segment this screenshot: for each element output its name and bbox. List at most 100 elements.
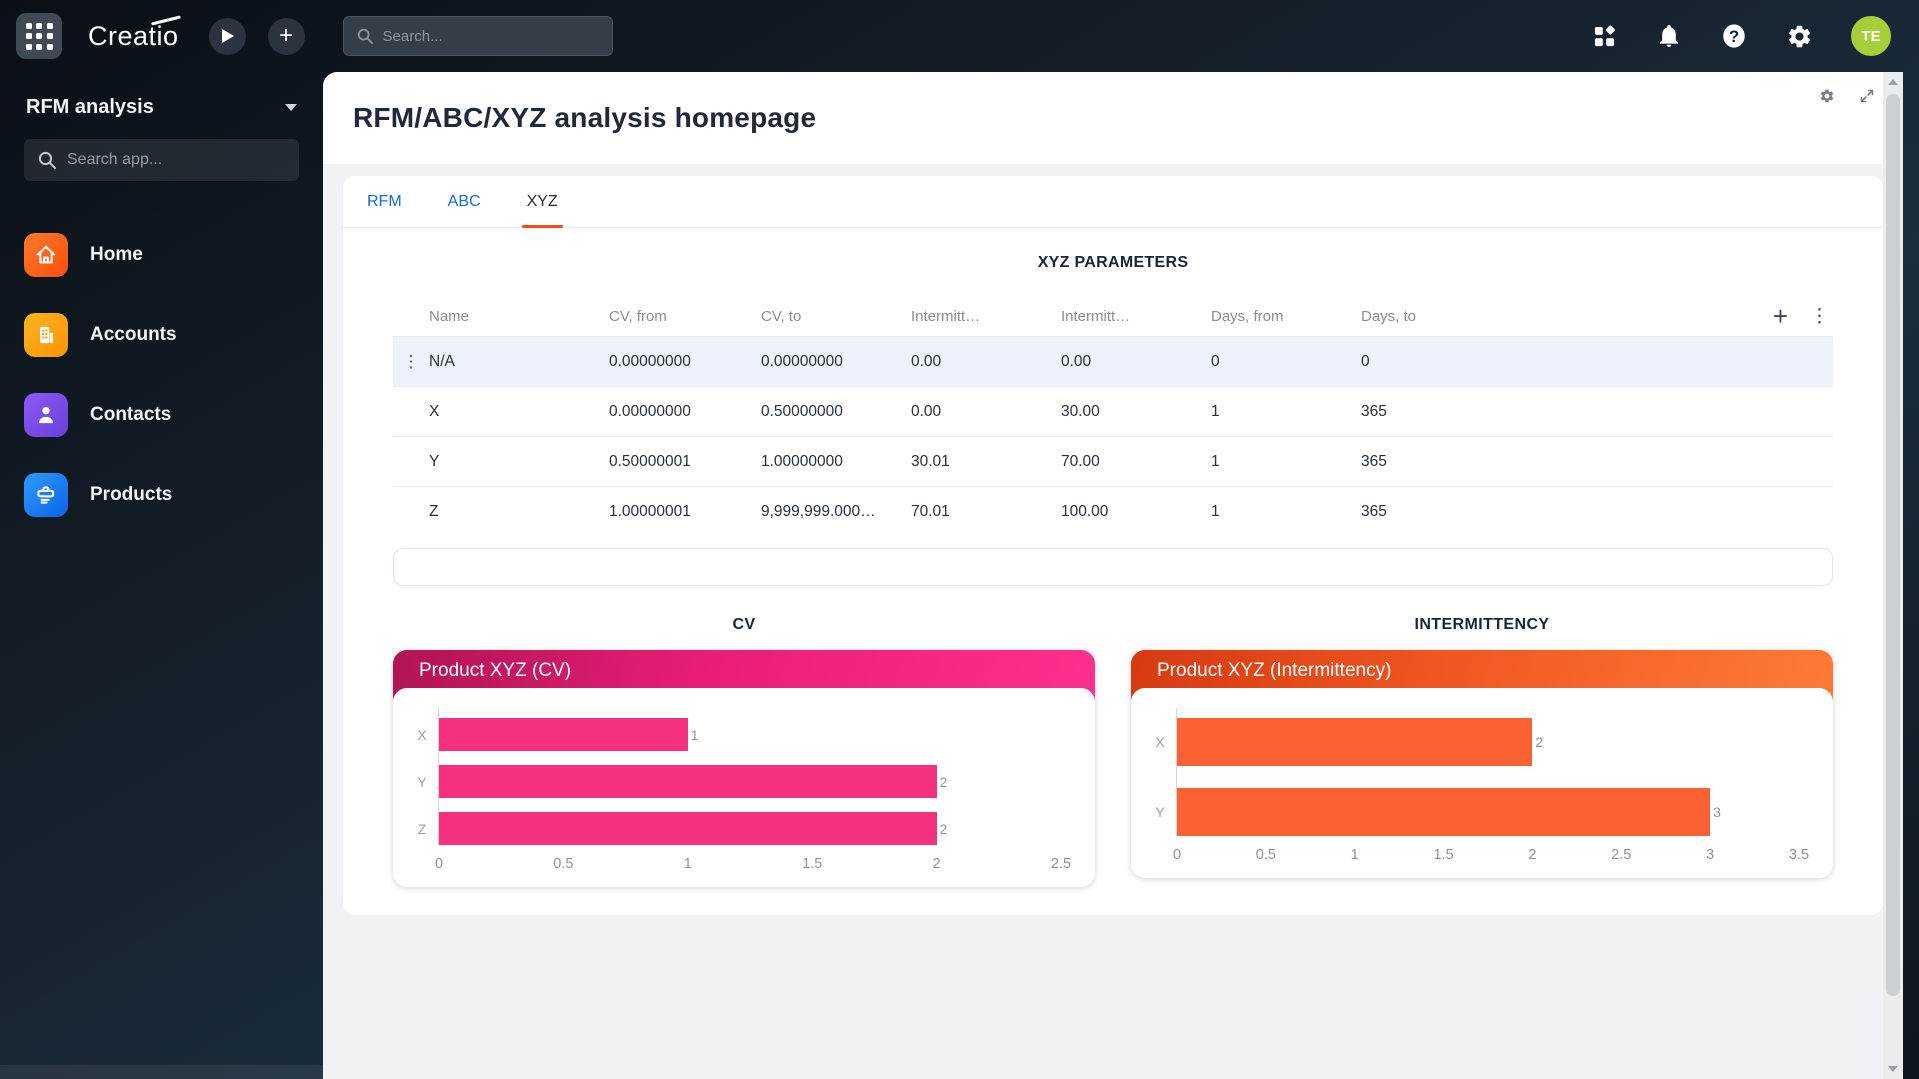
app-search-input[interactable] [67,151,267,169]
top-bar: Creatio + ? [0,0,1919,72]
column-header-intermittency-from[interactable]: Intermitt… [911,307,981,325]
bar[interactable] [1177,788,1711,836]
briefcase-icon [24,473,68,517]
cell-days-to: 0 [1361,352,1370,370]
cell-days-to: 365 [1361,402,1387,420]
scrollbar-thumb[interactable] [1886,94,1900,996]
table-row[interactable]: X 0.00000000 0.50000000 0.00 30.00 1 365 [393,386,1833,436]
x-tick-label: 2 [1528,847,1537,863]
column-header-days-to[interactable]: Days, to [1361,307,1417,325]
x-tick-label: 0 [434,856,444,872]
column-header-name[interactable]: Name [429,307,470,325]
sidebar-item-label: Accounts [90,324,177,345]
column-header-intermittency-to[interactable]: Intermitt… [1061,307,1131,325]
row-actions-handle-icon[interactable]: ⋮ [402,351,420,371]
settings-button[interactable] [1786,23,1813,50]
workplaces-button[interactable] [1591,23,1618,50]
x-tick-label: 0.5 [553,856,574,872]
column-header-days-from[interactable]: Days, from [1211,307,1284,325]
sidebar-item-home[interactable]: Home [24,233,299,277]
table-row[interactable]: ⋮ N/A 0.00000000 0.00000000 0.00 0.00 0 … [393,336,1833,386]
sidebar-item-label: Home [90,244,143,265]
tab-abc[interactable]: ABC [447,192,481,210]
expand-button[interactable] [1859,88,1875,104]
app-search[interactable] [24,139,299,181]
cell-name: X [429,402,440,420]
vertical-scrollbar[interactable] [1883,72,1903,1079]
main-content-card: RFM/ABC/XYZ analysis homepage RFM ABC XY… [323,72,1903,1079]
table-row[interactable]: Y 0.50000001 1.00000000 30.01 70.00 1 36… [393,436,1833,486]
taskbar-strip [0,1065,323,1079]
tab-bar: RFM ABC XYZ [343,176,1883,228]
cell-intermittency-to: 70.00 [1061,452,1100,470]
new-record-input-area[interactable] [393,548,1833,586]
category-label: X [1155,734,1165,750]
cell-cv-from: 1.00000001 [609,502,691,520]
sidebar-item-products[interactable]: Products [24,473,299,517]
grid-icon [25,22,53,50]
x-axis: 0 0.5 1 1.5 2 2.5 [435,849,1071,877]
cell-days-from: 0 [1211,352,1220,370]
bar-value-label: 2 [1535,734,1544,750]
sidebar-item-contacts[interactable]: Contacts [24,393,299,437]
question-icon: ? [1723,24,1745,48]
x-tick-label: 3 [1706,847,1715,863]
category-label: Y [1155,804,1165,820]
cell-intermittency-from: 0.00 [911,352,942,370]
table-row[interactable]: Z 1.00000001 9,999,999.000… 70.01 100.00… [393,486,1833,536]
bar[interactable] [1177,718,1533,766]
notifications-button[interactable] [1656,23,1682,49]
cell-cv-from: 0.50000001 [609,452,691,470]
column-header-cv-to[interactable]: CV, to [761,307,802,325]
global-search-input[interactable] [382,27,583,45]
chart-title: Product XYZ (Intermittency) [1157,660,1392,681]
scroll-up-arrow-icon[interactable] [1888,79,1898,85]
cell-days-to: 365 [1361,502,1387,520]
gear-icon [1820,89,1834,103]
bar[interactable] [439,718,688,751]
global-search[interactable] [342,16,613,56]
add-record-button[interactable]: + [1772,301,1788,331]
column-header-cv-from[interactable]: CV, from [609,307,667,325]
cell-intermittency-to: 100.00 [1061,502,1109,520]
cell-days-from: 1 [1211,402,1220,420]
cell-days-from: 1 [1211,452,1220,470]
cell-cv-to: 9,999,999.000… [761,502,876,520]
tab-rfm[interactable]: RFM [367,192,402,210]
run-process-button[interactable] [208,17,246,55]
page-settings-button[interactable] [1819,88,1835,104]
x-tick-label: 2.5 [1050,856,1072,872]
chart-title: Product XYZ (CV) [419,660,572,681]
scroll-down-arrow-icon[interactable] [1888,1066,1898,1072]
bar-value-label: 1 [690,726,699,743]
x-tick-label: 1.5 [1433,847,1454,863]
widgets-icon [1594,25,1615,46]
cell-intermittency-to: 30.00 [1061,402,1100,420]
tab-xyz[interactable]: XYZ [521,176,563,228]
person-icon [24,393,68,437]
page-header: RFM/ABC/XYZ analysis homepage [323,72,1903,164]
x-tick-label: 2 [932,856,941,872]
bar[interactable] [439,765,937,798]
sidebar-item-accounts[interactable]: Accounts [24,313,299,357]
creatio-logo[interactable]: Creatio [88,14,181,52]
bar-value-label: 2 [939,820,948,837]
quick-add-button[interactable]: + [267,17,305,55]
bar[interactable] [439,812,937,845]
help-button[interactable]: ? [1720,22,1748,50]
app-launcher-button[interactable] [16,13,62,59]
chart-section-title: CV [732,616,756,633]
category-label: Z [417,820,427,837]
x-tick-label: 1.5 [802,856,823,872]
cell-intermittency-to: 0.00 [1061,352,1092,370]
chevron-down-icon[interactable] [285,104,297,111]
x-tick-label: 0 [1172,847,1182,863]
table-menu-button[interactable]: ⋮ [1810,305,1829,327]
dashboard-body: RFM ABC XYZ XYZ PARAMETERS Name CV, from… [323,164,1903,1079]
user-avatar[interactable]: TE [1851,16,1891,56]
gear-icon [1788,25,1811,47]
